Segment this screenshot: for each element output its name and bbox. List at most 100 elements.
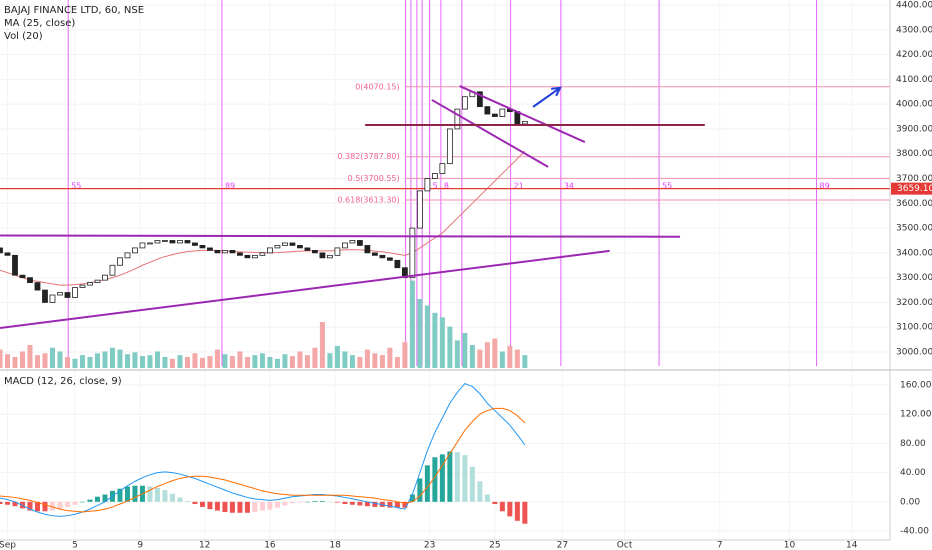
histogram-bar (259, 501, 265, 511)
volume-bar (169, 358, 175, 368)
trend-line (431, 99, 549, 168)
histogram-bar (267, 501, 273, 510)
volume-bar (304, 355, 310, 368)
candle-body (27, 277, 33, 284)
candle-body (259, 252, 266, 256)
histogram-bar (57, 501, 63, 510)
volume-bar (402, 342, 408, 368)
histogram-bar (79, 501, 85, 503)
histogram-bar (282, 501, 288, 506)
volume-bar (102, 351, 108, 368)
histogram-bar (477, 481, 483, 502)
candle-body (49, 294, 56, 303)
volume-bar (274, 358, 280, 368)
candle-body (454, 108, 461, 130)
y-tick-label: 3800.00 (896, 149, 932, 159)
candle-body (267, 247, 273, 254)
candle-body (342, 242, 348, 249)
volume-bar (372, 353, 378, 368)
volume-bar (207, 356, 213, 368)
y-tick-label: 80.00 (900, 439, 926, 449)
candle-body (207, 247, 213, 251)
candle-body (42, 289, 48, 303)
candle-body (252, 254, 258, 259)
volume-bar (34, 355, 40, 368)
candle-body (214, 249, 221, 254)
volume-bar (334, 345, 340, 368)
volume-bar (454, 340, 460, 368)
candle-body (476, 91, 483, 108)
histogram-bar (72, 501, 78, 505)
histogram-bar (447, 451, 453, 502)
histogram-bar (12, 501, 18, 507)
candle-body (424, 178, 431, 192)
candle-body (394, 259, 401, 269)
arrow-head (551, 86, 562, 97)
candle-body (102, 274, 108, 281)
macd-label: MACD (12, 26, close, 9) (4, 376, 122, 387)
histogram-bar (169, 493, 175, 502)
time-zone-label: 34 (564, 182, 574, 191)
histogram-bar (154, 487, 160, 502)
histogram-bar (409, 494, 415, 502)
histogram-bar (304, 501, 310, 503)
histogram-bar (417, 478, 423, 502)
histogram-bar (4, 501, 10, 505)
candle-body (4, 252, 11, 256)
volume-bar (409, 280, 415, 368)
candle-body (147, 242, 153, 245)
candle-body (64, 292, 71, 298)
volume-bar (469, 345, 475, 368)
candle-body (289, 242, 296, 246)
y-tick-label: 3700.00 (896, 174, 932, 184)
histogram-bar (364, 501, 370, 507)
volume-bar (222, 354, 228, 368)
volume-bar (259, 353, 265, 368)
volume-bar (124, 354, 130, 368)
histogram-bar (49, 501, 55, 511)
x-tick-label: 25 (489, 541, 500, 550)
candle-body (431, 173, 438, 179)
volume-bar (327, 353, 333, 368)
histogram-bar (94, 496, 100, 502)
volume-bar (132, 352, 138, 368)
volume-bar (499, 351, 505, 368)
x-tick-label: 5 (72, 541, 78, 550)
histogram-bar (319, 501, 325, 502)
candle-body (484, 106, 491, 115)
candle-body (177, 240, 183, 244)
y-tick-label: 3900.00 (896, 124, 932, 134)
volume-bar (139, 356, 145, 368)
candle-body (87, 282, 93, 286)
candle-body (379, 254, 386, 259)
x-tick-label: 12 (199, 541, 210, 550)
histogram-bar (342, 501, 348, 505)
candle-body (192, 242, 198, 246)
volume-bar (27, 345, 33, 368)
fib-label: 0.618(3613.30) (337, 195, 399, 204)
candle-body (386, 257, 393, 261)
y-tick-label: 160.00 (900, 380, 932, 390)
fib-label: 0.382(3787.80) (337, 152, 399, 161)
histogram-bar (237, 501, 243, 513)
volume-bar (319, 322, 325, 368)
volume-bar (109, 347, 115, 368)
volume-bar (424, 305, 430, 368)
histogram-bar (124, 486, 130, 502)
volume-bar (342, 351, 348, 368)
time-zone-label: 21 (514, 182, 524, 191)
histogram-bar (327, 501, 333, 503)
histogram-bar (102, 494, 108, 502)
volume-bar (154, 351, 160, 368)
y-tick-label: 3100.00 (896, 323, 932, 333)
volume-bar (507, 345, 513, 368)
y-tick-label: 3500.00 (896, 224, 932, 234)
volume-bar (282, 354, 288, 368)
histogram-bar (214, 501, 220, 511)
candle-body (491, 113, 498, 117)
volume-bar (244, 356, 250, 368)
histogram-bar (357, 501, 363, 506)
volume-bar (0, 349, 3, 368)
candle-body (169, 240, 176, 244)
